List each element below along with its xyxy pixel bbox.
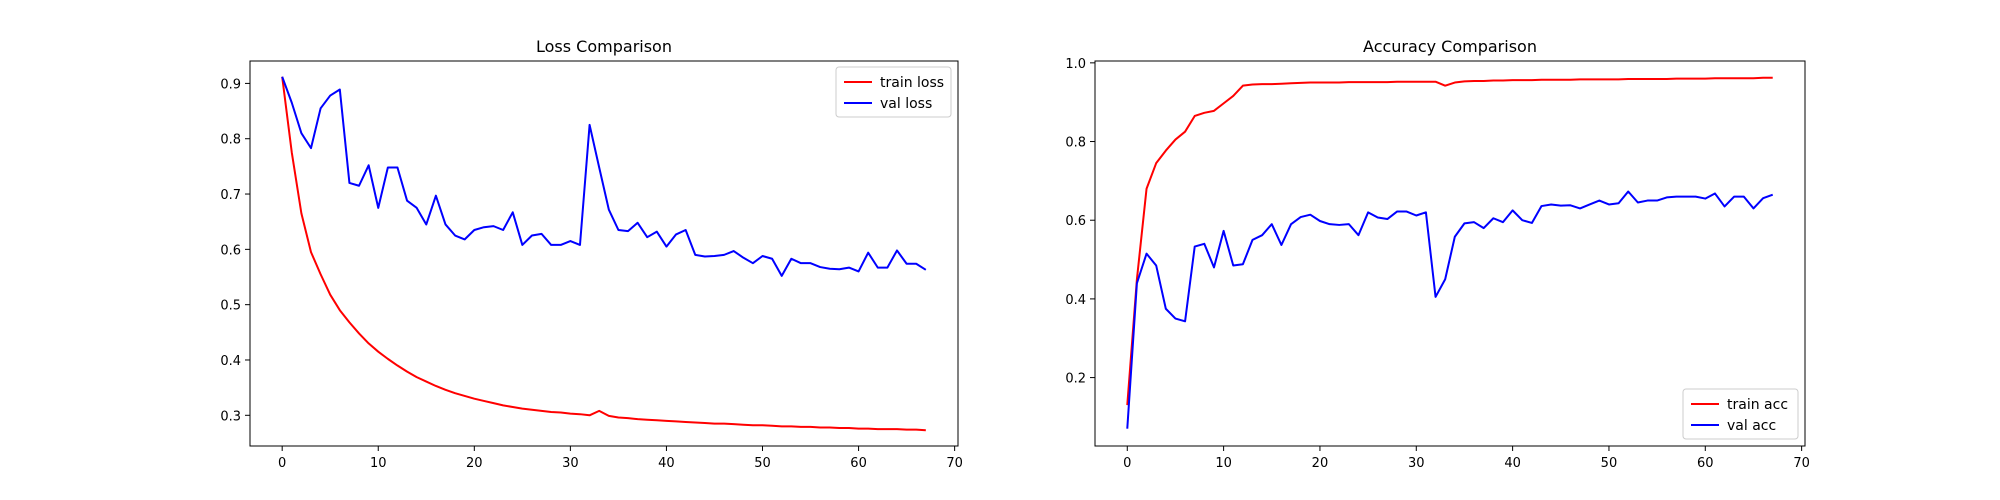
- x-tick-label: 30: [562, 456, 579, 471]
- x-tick-label: 0: [1123, 456, 1131, 471]
- chart-title: Loss Comparison: [536, 37, 672, 56]
- y-tick-label: 0.3: [220, 409, 241, 424]
- x-tick-label: 10: [370, 456, 387, 471]
- chart-0: Loss Comparison 0 10 20 30 40 50 60 70 0.3 0.4 0.5 0…: [220, 37, 963, 471]
- x-tick-label: 40: [1504, 456, 1521, 471]
- x-tick-label: 30: [1408, 456, 1425, 471]
- legend-label: train loss: [880, 75, 944, 91]
- x-tick-label: 70: [946, 456, 963, 471]
- x-tick-label: 50: [1601, 456, 1618, 471]
- y-tick-label: 0.5: [220, 299, 241, 314]
- x-tick-label: 40: [658, 456, 675, 471]
- x-tick-label: 60: [1697, 456, 1714, 471]
- chart-1: Accuracy Comparison 0 10 20 30 40 50 60 70 0.2 0.4…: [1065, 37, 1810, 471]
- legend-box: [1682, 388, 1799, 440]
- x-tick-label: 50: [754, 456, 771, 471]
- x-tick-label: 10: [1215, 456, 1232, 471]
- series-line-val-acc: [1126, 190, 1774, 429]
- series-line-val-loss: [281, 76, 927, 277]
- legend: train loss val loss: [835, 66, 952, 118]
- legend: train acc val acc: [1682, 388, 1799, 440]
- y-tick-label: 0.8: [220, 133, 241, 148]
- legend-label: train acc: [1727, 397, 1788, 413]
- x-tick-label: 0: [278, 456, 286, 471]
- legend-label: val loss: [880, 96, 932, 112]
- y-tick-label: 0.7: [220, 188, 241, 203]
- legend-box: [835, 66, 952, 118]
- y-tick-label: 0.4: [1065, 293, 1086, 308]
- axes-frame: [249, 60, 959, 447]
- x-tick-label: 20: [1312, 456, 1329, 471]
- y-tick-label: 0.2: [1065, 372, 1086, 387]
- y-tick-label: 0.6: [1065, 214, 1086, 229]
- y-tick-label: 1.0: [1065, 57, 1086, 72]
- series-line-train-acc: [1126, 76, 1773, 406]
- axes-frame: [1094, 60, 1806, 447]
- charts-root: Loss Comparison 0 10 20 30 40 50 60 70 0.3 0.4 0.5 0…: [220, 37, 1810, 471]
- y-tick-label: 0.4: [220, 354, 241, 369]
- chart-title: Accuracy Comparison: [1363, 37, 1537, 56]
- y-tick-label: 0.6: [220, 243, 241, 258]
- series-line-train-loss: [281, 76, 926, 432]
- x-tick-label: 60: [850, 456, 867, 471]
- x-tick-label: 20: [466, 456, 483, 471]
- y-tick-label: 0.9: [220, 77, 241, 92]
- y-tick-label: 0.8: [1065, 136, 1086, 151]
- x-tick-label: 70: [1793, 456, 1810, 471]
- legend-label: val acc: [1727, 418, 1776, 434]
